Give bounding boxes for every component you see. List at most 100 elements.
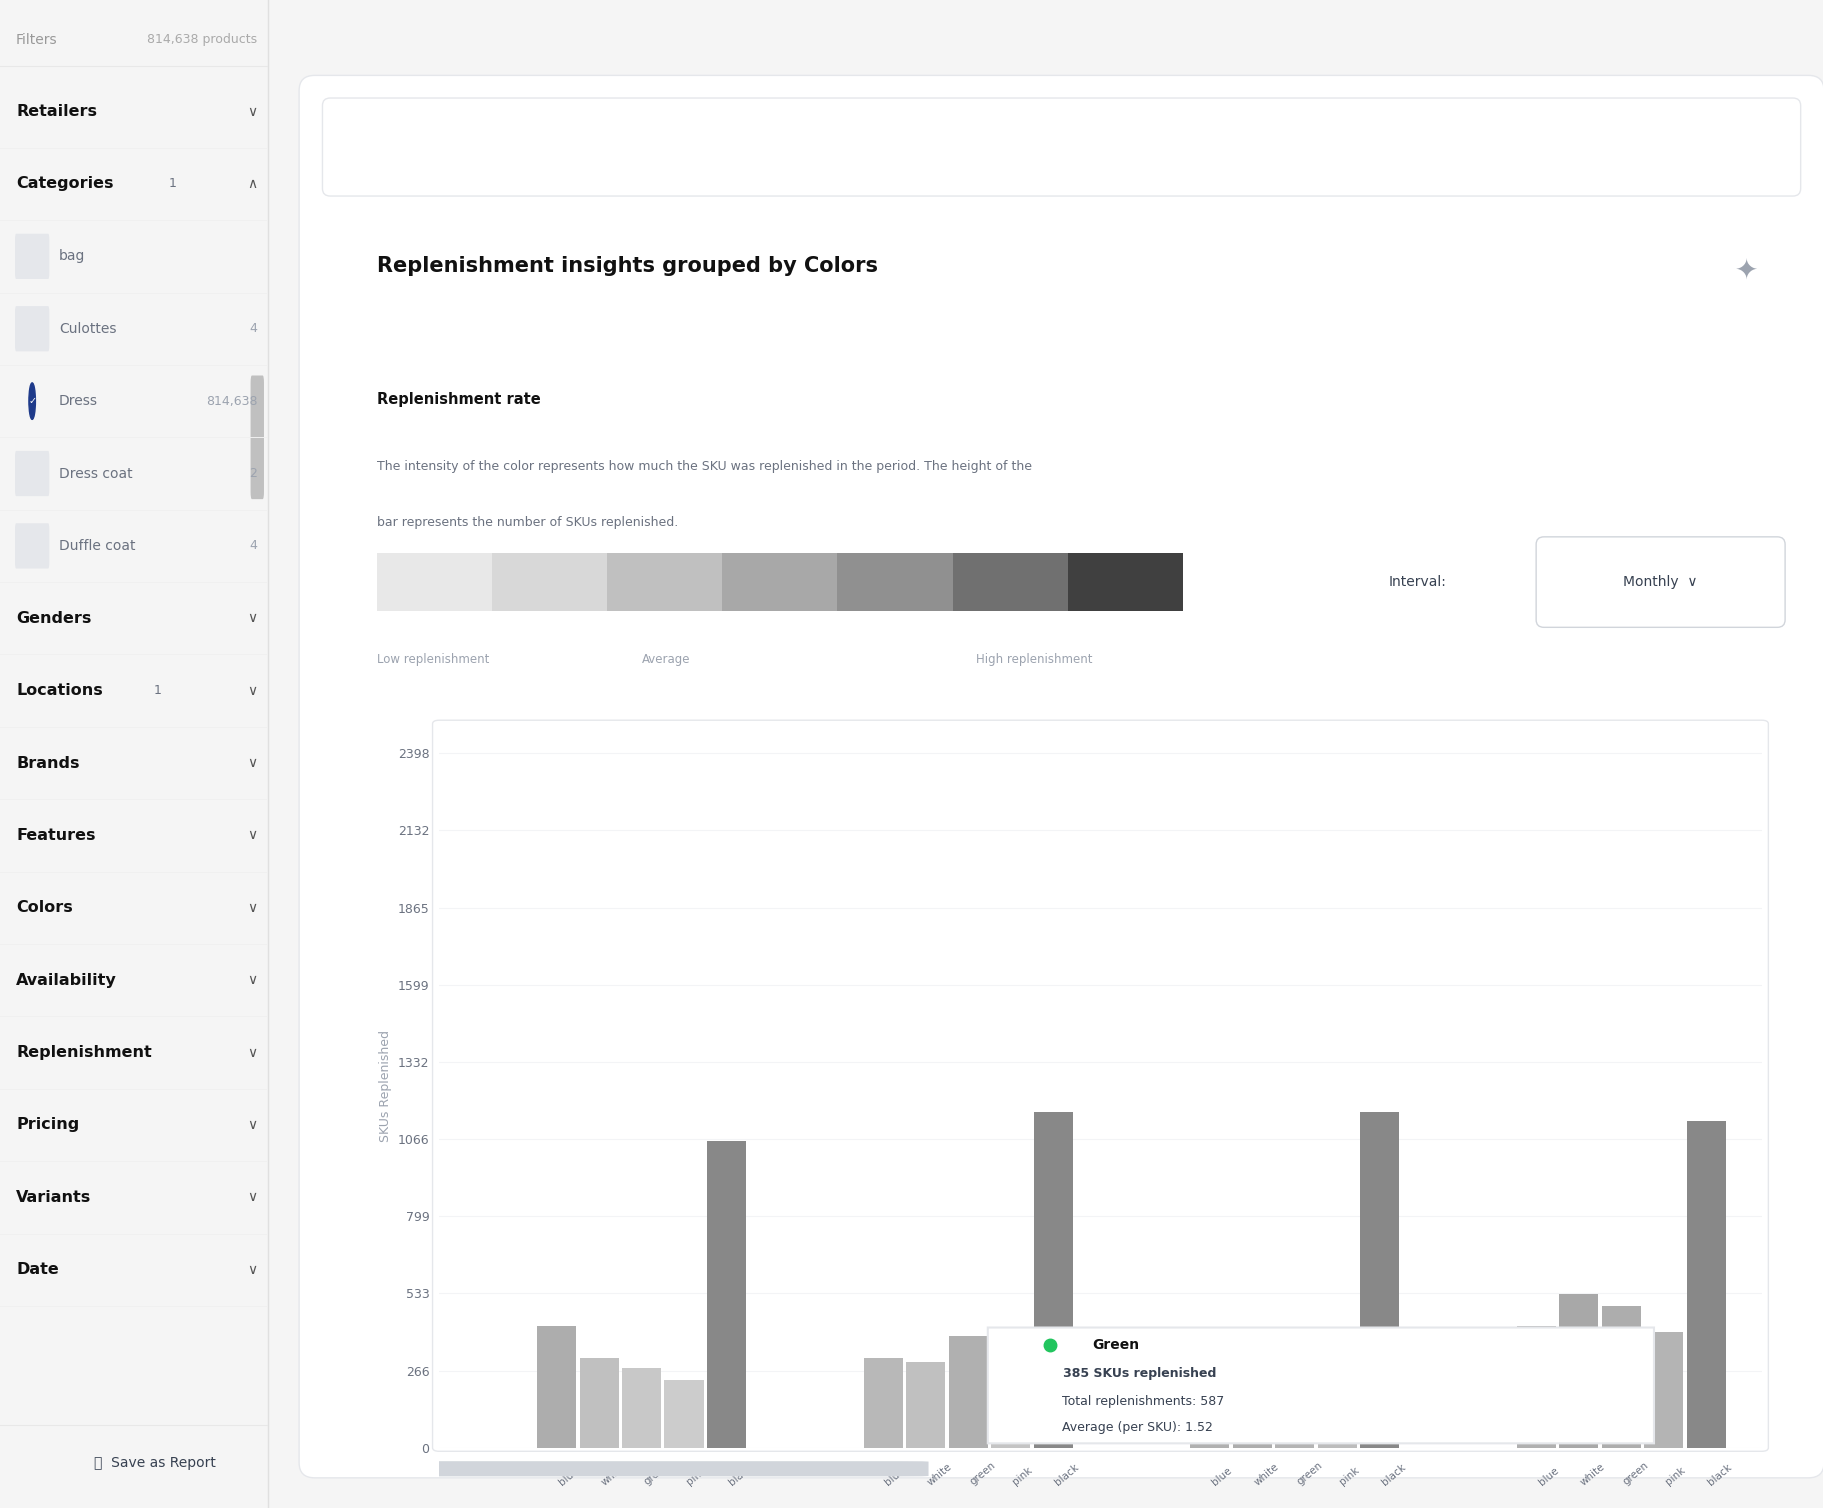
Text: Dress: Dress: [58, 394, 98, 409]
Text: High replenishment: High replenishment: [975, 653, 1092, 667]
Text: pink: pink: [1336, 1466, 1360, 1487]
Bar: [1559, 1294, 1597, 1448]
Text: The intensity of the color represents how much the SKU was replenished in the pe: The intensity of the color represents ho…: [377, 460, 1032, 474]
Y-axis label: SKUs Replenished: SKUs Replenished: [379, 1030, 392, 1142]
Text: blue: blue: [1535, 1464, 1559, 1487]
Text: Average: Average: [642, 653, 689, 667]
Text: black: black: [1052, 1461, 1081, 1487]
Text: bar represents the number of SKUs replenished.: bar represents the number of SKUs replen…: [377, 516, 678, 529]
Text: ∨: ∨: [246, 1117, 257, 1133]
Text: ∨: ∨: [246, 1190, 257, 1205]
Text: Duffle coat: Duffle coat: [58, 538, 135, 553]
FancyBboxPatch shape: [323, 98, 1799, 196]
Text: Variants: Variants: [16, 1190, 91, 1205]
Bar: [377, 553, 492, 611]
Bar: [1034, 1111, 1072, 1448]
Text: black: black: [1378, 1461, 1407, 1487]
Text: Total replenishments: 587: Total replenishments: 587: [1050, 1395, 1223, 1408]
FancyBboxPatch shape: [15, 523, 49, 569]
FancyBboxPatch shape: [15, 306, 49, 351]
Bar: [837, 553, 952, 611]
Text: ✓: ✓: [27, 397, 36, 406]
Text: ✦: ✦: [1734, 256, 1757, 285]
Text: green: green: [1621, 1460, 1650, 1487]
FancyBboxPatch shape: [988, 1327, 1653, 1443]
Text: bag: bag: [58, 249, 86, 264]
Text: Locations: Locations: [16, 683, 102, 698]
Bar: [580, 1357, 618, 1448]
Text: Monthly  ∨: Monthly ∨: [1622, 575, 1697, 590]
Text: ⎙  Save as Report: ⎙ Save as Report: [93, 1455, 215, 1470]
Text: black: black: [726, 1461, 755, 1487]
Bar: [664, 1380, 704, 1448]
Bar: [1601, 1306, 1641, 1448]
Text: ∨: ∨: [246, 611, 257, 626]
Text: ∨: ∨: [246, 900, 257, 915]
Text: Filters: Filters: [16, 33, 58, 47]
Bar: [1360, 1111, 1398, 1448]
FancyBboxPatch shape: [15, 451, 49, 496]
Text: white: white: [598, 1461, 627, 1487]
Text: ∨: ∨: [246, 828, 257, 843]
Text: white: white: [1579, 1461, 1606, 1487]
Text: black: black: [1705, 1461, 1734, 1487]
Text: Interval:: Interval:: [1387, 575, 1446, 590]
Text: white: white: [1252, 1461, 1280, 1487]
Bar: [622, 1368, 662, 1448]
FancyBboxPatch shape: [1535, 537, 1785, 627]
Bar: [906, 1362, 944, 1448]
Bar: [536, 1326, 576, 1448]
Text: Genders: Genders: [16, 611, 91, 626]
Text: ∨: ∨: [246, 1045, 257, 1060]
Bar: [1517, 1326, 1555, 1448]
Text: 385 SKUs replenished: 385 SKUs replenished: [1050, 1368, 1216, 1380]
Bar: [607, 553, 722, 611]
Text: blue: blue: [1209, 1464, 1232, 1487]
Circle shape: [29, 383, 35, 419]
FancyBboxPatch shape: [299, 75, 1823, 1478]
Text: Replenishment: Replenishment: [16, 1045, 151, 1060]
Text: Average (per SKU): 1.52: Average (per SKU): 1.52: [1050, 1421, 1212, 1434]
Text: Replenishment insights grouped by Colors: Replenishment insights grouped by Colors: [377, 256, 877, 276]
Text: Dress coat: Dress coat: [58, 466, 133, 481]
Text: Brands: Brands: [16, 756, 80, 771]
Text: green: green: [968, 1460, 997, 1487]
Text: 814,638: 814,638: [206, 395, 257, 407]
Text: blue: blue: [556, 1464, 580, 1487]
Text: Culottes: Culottes: [58, 321, 117, 336]
Bar: [1316, 1356, 1356, 1448]
Text: 4: 4: [250, 540, 257, 552]
Text: ∨: ∨: [246, 973, 257, 988]
Bar: [1232, 1335, 1271, 1448]
Bar: [722, 553, 837, 611]
Text: 1: 1: [170, 178, 177, 190]
Text: blue: blue: [882, 1464, 906, 1487]
Text: ∧: ∧: [246, 176, 257, 192]
Text: green: green: [642, 1460, 671, 1487]
Text: 814,638 products: 814,638 products: [148, 33, 257, 47]
Bar: [707, 1140, 746, 1448]
Text: Date: Date: [16, 1262, 58, 1277]
Text: Green: Green: [1092, 1338, 1139, 1351]
Text: ∨: ∨: [246, 1262, 257, 1277]
Text: Colors: Colors: [16, 900, 73, 915]
Text: Retailers: Retailers: [16, 104, 97, 119]
Text: pink: pink: [1663, 1466, 1686, 1487]
Text: Replenishment rate: Replenishment rate: [377, 392, 540, 407]
Text: pink: pink: [1010, 1466, 1034, 1487]
Bar: [1643, 1332, 1683, 1448]
Bar: [948, 1336, 988, 1448]
Text: Features: Features: [16, 828, 95, 843]
Bar: [1066, 553, 1183, 611]
Bar: [952, 553, 1066, 611]
Text: Pricing: Pricing: [16, 1117, 78, 1133]
Text: white: white: [926, 1461, 953, 1487]
Text: Categories: Categories: [16, 176, 113, 192]
Bar: [990, 1372, 1030, 1448]
Text: green: green: [1294, 1460, 1323, 1487]
FancyBboxPatch shape: [15, 234, 49, 279]
Text: ∨: ∨: [246, 104, 257, 119]
Text: Low replenishment: Low replenishment: [377, 653, 489, 667]
Text: Availability: Availability: [16, 973, 117, 988]
Bar: [1686, 1120, 1725, 1448]
